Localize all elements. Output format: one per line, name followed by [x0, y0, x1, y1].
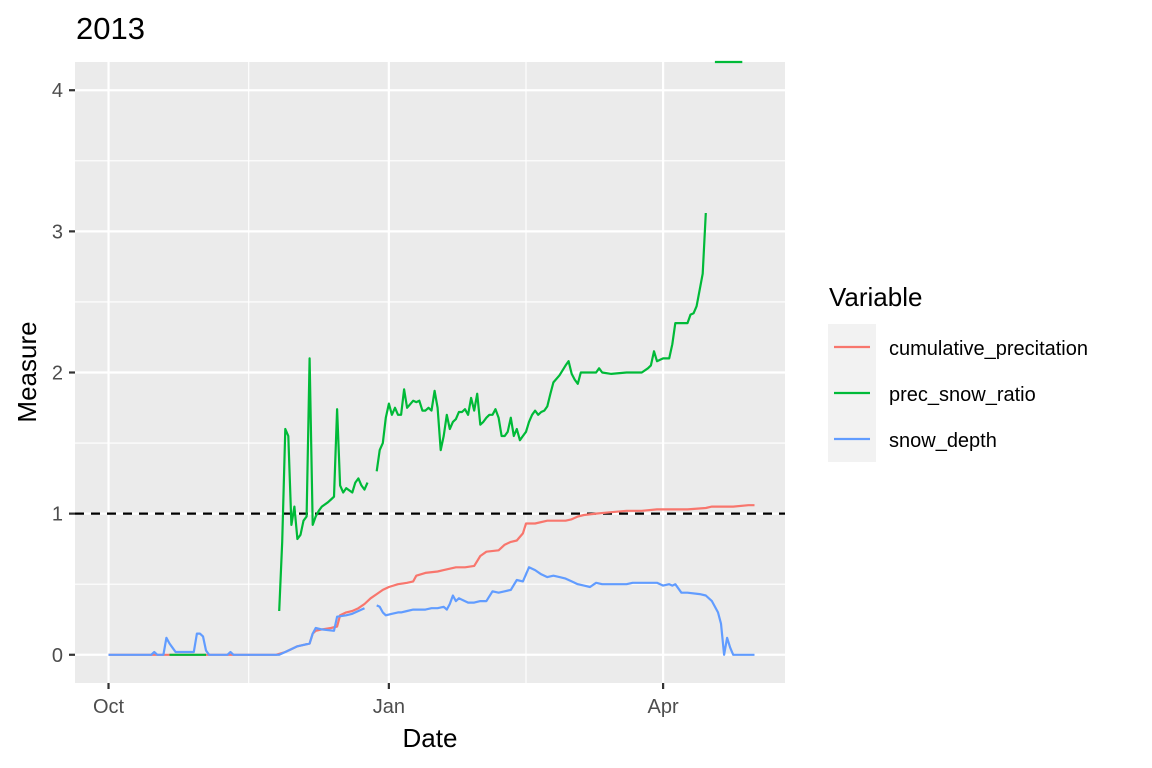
- y-tick-label: 2: [52, 363, 63, 385]
- y-tick-label: 4: [52, 80, 63, 102]
- chart-title: 2013: [76, 11, 145, 46]
- series-line-cumulative-precitation: [108, 504, 755, 656]
- y-tick-label: 3: [52, 221, 63, 243]
- series-line-snow-depth: [376, 566, 755, 656]
- legend: Variable cumulative_precitation prec_snow…: [828, 282, 1088, 462]
- series-line-prec-snow-ratio: [278, 357, 369, 612]
- legend-label: prec_snow_ratio: [889, 384, 1036, 406]
- series-line-prec-snow-ratio: [375, 212, 707, 472]
- x-axis: Oct Jan Apr: [93, 683, 679, 718]
- y-axis-title: Measure: [12, 321, 42, 422]
- series-line-snow-depth: [108, 607, 365, 656]
- legend-label: cumulative_precitation: [889, 338, 1088, 360]
- series-layer: [108, 60, 755, 656]
- x-tick-label: Apr: [648, 696, 679, 718]
- x-tick-label: Oct: [93, 696, 125, 718]
- x-axis-title: Date: [403, 723, 458, 753]
- legend-label: snow_depth: [889, 430, 997, 452]
- y-tick-label: 1: [52, 504, 63, 526]
- x-tick-label: Jan: [373, 696, 405, 718]
- legend-title: Variable: [829, 282, 922, 312]
- y-axis: 0 1 2 3 4: [52, 80, 75, 667]
- y-tick-label: 0: [52, 645, 63, 667]
